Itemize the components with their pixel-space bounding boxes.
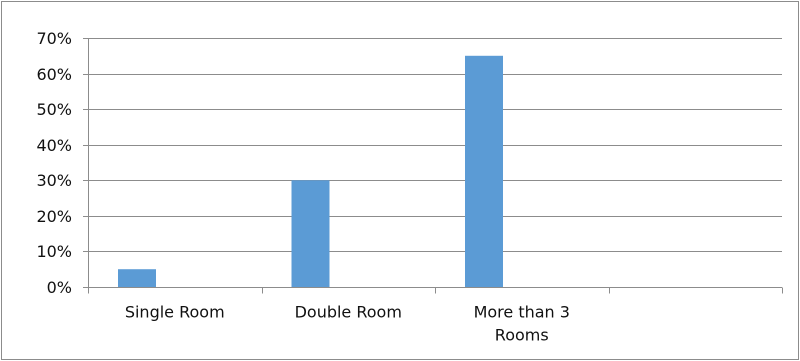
x-category-label: Rooms xyxy=(495,326,549,345)
axes xyxy=(83,38,783,294)
y-tick-labels: 0% 10% 20% 30% 40% 50% 60% 70% xyxy=(36,29,72,297)
y-tick-label: 0% xyxy=(47,278,72,297)
x-category-label: More than 3 xyxy=(474,303,570,322)
bars xyxy=(118,55,503,288)
y-tick-label: 30% xyxy=(36,171,72,190)
x-category-label: Double Room xyxy=(295,303,402,322)
gridlines xyxy=(88,38,782,252)
x-category-labels: Single Room Double Room More than 3 Rooms xyxy=(125,303,570,345)
y-tick-label: 70% xyxy=(36,29,72,48)
y-tick-label: 10% xyxy=(36,242,72,261)
bar-1 xyxy=(291,180,330,287)
y-tick-label: 60% xyxy=(36,65,72,84)
bar-2 xyxy=(465,55,503,288)
y-tick-label: 40% xyxy=(36,136,72,155)
bar-0 xyxy=(118,269,156,287)
y-tick-label: 50% xyxy=(36,100,72,119)
x-category-label: Single Room xyxy=(125,303,225,322)
y-tick-label: 20% xyxy=(36,207,72,226)
